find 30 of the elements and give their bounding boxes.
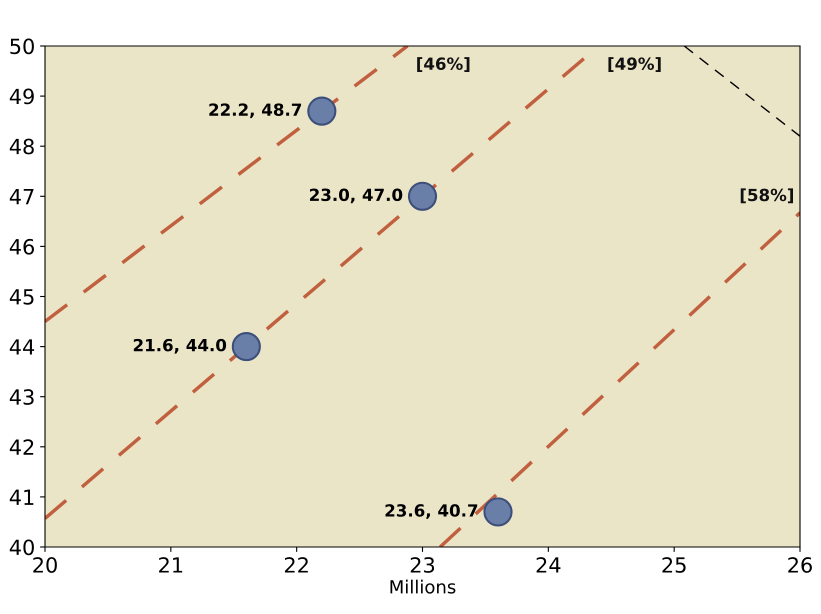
data-label: 23.6, 40.7 bbox=[386, 504, 478, 519]
series-label: [46%] bbox=[417, 57, 470, 72]
point bbox=[232, 332, 261, 362]
y-tick-label: 44 bbox=[10, 339, 34, 355]
y-tick-label: 45 bbox=[10, 289, 34, 305]
x-tick-label: 22 bbox=[284, 557, 308, 573]
y-tick-label: 43 bbox=[10, 389, 34, 405]
y-tick-label: 46 bbox=[10, 238, 34, 255]
y-tick-label: 42 bbox=[10, 439, 34, 455]
data-label: 22.2, 48.7 bbox=[209, 103, 302, 118]
point bbox=[307, 96, 336, 126]
y-tick-label: 48 bbox=[10, 138, 34, 154]
point bbox=[408, 182, 438, 211]
series-label: [58%] bbox=[740, 188, 794, 204]
x-tick-label: 25 bbox=[662, 557, 686, 573]
y-tick-label: 50 bbox=[10, 38, 34, 54]
x-tick-label: 24 bbox=[536, 557, 560, 573]
y-tick-label: 41 bbox=[10, 490, 34, 505]
x-tick-label: 20 bbox=[33, 557, 57, 573]
y-tick-label: 40 bbox=[10, 539, 34, 556]
y-tick-label: 49 bbox=[10, 88, 34, 104]
x-axis-title: Millions bbox=[390, 580, 456, 594]
x-tick-label: 23 bbox=[410, 557, 434, 573]
series-label: [49%] bbox=[608, 57, 661, 72]
data-label: 23.0, 47.0 bbox=[310, 188, 402, 204]
x-tick-label: 21 bbox=[159, 557, 182, 573]
data-label: 21.6, 44.0 bbox=[134, 338, 226, 354]
point bbox=[483, 497, 513, 527]
y-tick-label: 47 bbox=[10, 189, 34, 204]
x-tick-label: 26 bbox=[788, 557, 812, 573]
